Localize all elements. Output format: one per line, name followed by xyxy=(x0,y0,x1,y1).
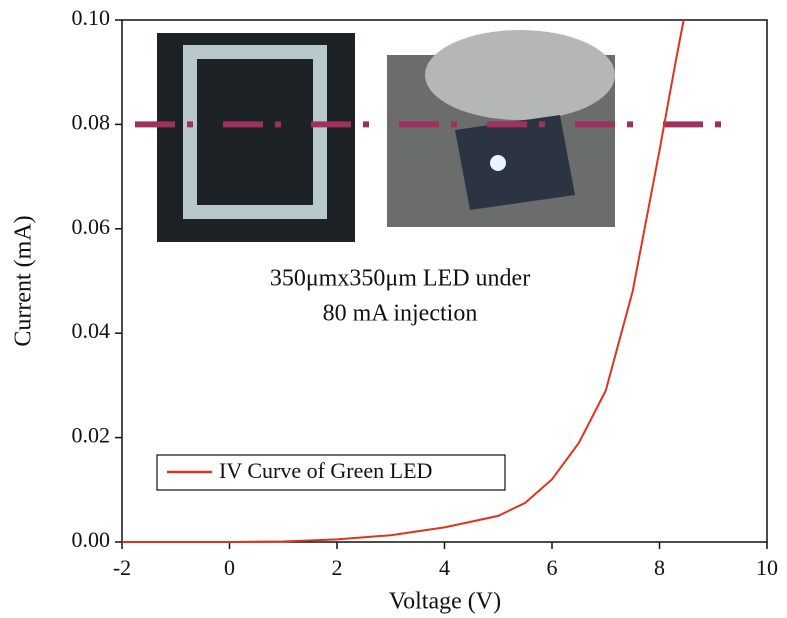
y-tick-label: 0.04 xyxy=(72,318,111,343)
y-tick-label: 0.10 xyxy=(72,5,111,30)
legend-label: IV Curve of Green LED xyxy=(219,458,432,483)
x-tick-label: 4 xyxy=(439,555,450,580)
x-tick-label: -2 xyxy=(113,555,131,580)
y-tick-label: 0.02 xyxy=(72,423,111,448)
x-tick-label: 0 xyxy=(224,555,235,580)
inset-photo-left xyxy=(157,33,355,242)
x-axis-label: Voltage (V) xyxy=(389,589,501,615)
x-tick-label: 6 xyxy=(547,555,558,580)
x-tick-label: 10 xyxy=(756,555,778,580)
data-line xyxy=(122,19,685,543)
y-axis-label: Current (mA) xyxy=(11,215,37,346)
inset-photo-right xyxy=(387,30,615,227)
y-tick-label: 0.06 xyxy=(72,214,111,239)
y-tick-label: 0.08 xyxy=(72,109,111,134)
annotation: 80 mA injection xyxy=(323,301,478,327)
x-tick-label: 8 xyxy=(654,555,665,580)
y-tick-label: 0.00 xyxy=(72,527,111,552)
legend-box xyxy=(156,454,506,491)
x-tick-label: 2 xyxy=(332,555,343,580)
annotation: 350μmx350μm LED under xyxy=(270,266,530,292)
